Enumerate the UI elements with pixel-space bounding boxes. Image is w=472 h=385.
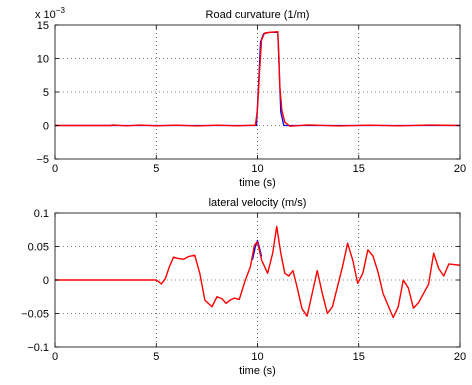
x-tick-label: 10 bbox=[251, 351, 263, 363]
chart-panel-2: 0 5 10 15 20 −0.1 −0.05 0 0.05 0.1 lateral velocit… bbox=[21, 197, 466, 377]
y-tick-label: 0.05 bbox=[28, 242, 49, 254]
series-line bbox=[55, 225, 460, 319]
x-axis-label: time (s) bbox=[239, 365, 276, 377]
y-exponent-label: x 10−3 bbox=[35, 6, 65, 21]
chart-title: lateral velocity (m/s) bbox=[209, 197, 307, 209]
x-tick-label: 10 bbox=[251, 163, 263, 175]
x-tick-label: 0 bbox=[52, 163, 58, 175]
x-tick-label: 5 bbox=[153, 163, 159, 175]
x-tick-label: 20 bbox=[454, 351, 466, 363]
x-axis-label: time (s) bbox=[239, 177, 276, 189]
plot-area bbox=[55, 25, 460, 159]
y-exponent-power: −3 bbox=[56, 6, 66, 15]
y-tick-label: 0 bbox=[43, 275, 49, 287]
y-tick-label: −0.05 bbox=[21, 309, 49, 321]
y-tick-label: 0 bbox=[43, 121, 49, 133]
y-tick-label: 10 bbox=[37, 54, 49, 66]
y-tick-label: −5 bbox=[36, 154, 49, 166]
y-tick-label: −0.1 bbox=[27, 342, 49, 354]
x-tick-label: 20 bbox=[454, 163, 466, 175]
x-tick-label: 0 bbox=[52, 351, 58, 363]
y-tick-label: 15 bbox=[37, 20, 49, 32]
x-tick-label: 15 bbox=[353, 351, 365, 363]
chart-title: Road curvature (1/m) bbox=[206, 9, 310, 21]
series-line bbox=[55, 31, 460, 127]
x-tick-label: 15 bbox=[353, 163, 365, 175]
y-tick-label: 5 bbox=[43, 87, 49, 99]
y-tick-label: 0.1 bbox=[34, 208, 49, 220]
x-tick-label: 5 bbox=[153, 351, 159, 363]
